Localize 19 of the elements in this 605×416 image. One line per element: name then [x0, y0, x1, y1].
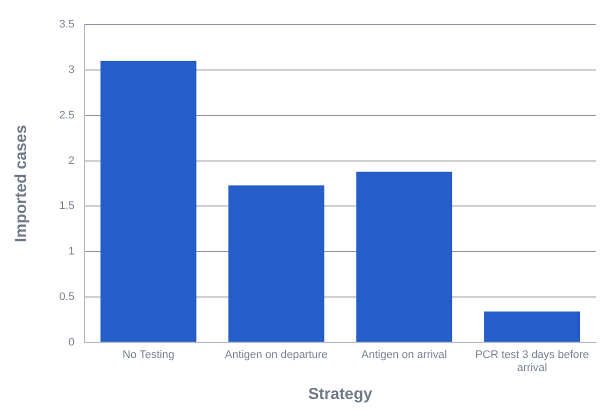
y-tick-label: 3.5: [59, 18, 74, 31]
y-tick-label: 0: [68, 336, 74, 348]
bar: [100, 60, 196, 342]
bar: [228, 185, 324, 342]
y-tick-label: 0.5: [59, 291, 74, 304]
category-label: arrival: [517, 362, 548, 374]
category-label: PCR test 3 days before: [475, 349, 589, 362]
y-tick-label: 1: [68, 246, 74, 258]
y-tick-label: 1.5: [59, 200, 74, 212]
bar: [484, 312, 580, 342]
x-axis-title: Strategy: [308, 386, 372, 403]
y-axis-title: Imported cases: [13, 124, 30, 242]
x-tick-label: Antigen on arrival: [361, 349, 447, 362]
y-tick-label: 2.5: [59, 109, 74, 122]
bar: [356, 172, 452, 342]
y-tick-label: 2: [68, 154, 74, 167]
y-tick-label: 3: [68, 64, 74, 76]
x-tick-label: No Testing: [122, 349, 174, 362]
x-tick-label: Antigen on departure: [224, 349, 328, 362]
